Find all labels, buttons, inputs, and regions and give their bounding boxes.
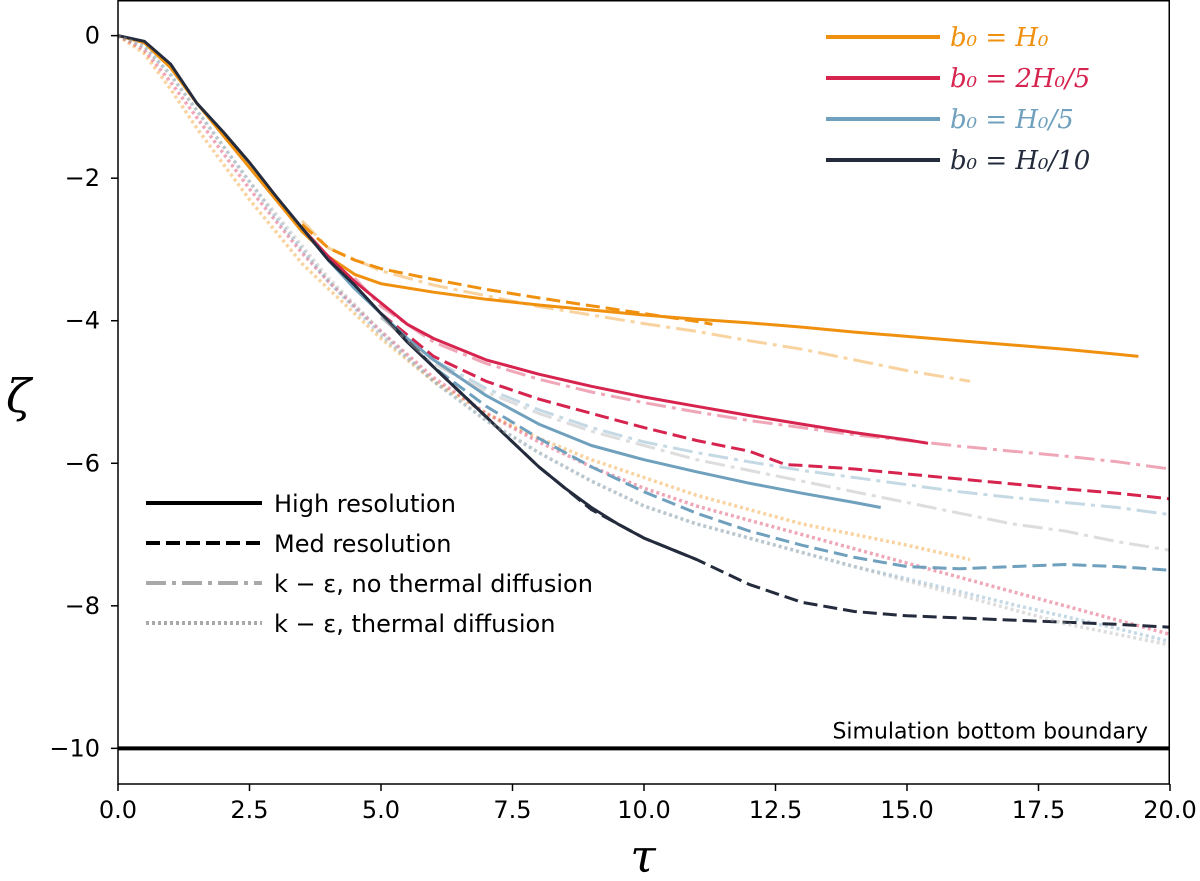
series-h0-med (301, 223, 713, 326)
series-h0-10-k-eps-diff (118, 33, 1170, 647)
series-layer (118, 33, 1170, 647)
series-h0-10-med (379, 312, 1170, 629)
legend-style-label-dashdot: k − ε, no thermal diffusion (274, 570, 593, 598)
series-h0-5-med (379, 312, 1170, 572)
series-2h0-5-k-eps-diff (118, 34, 1170, 636)
series-2h0-5-k-eps-no-diff (353, 276, 1170, 471)
y-tick-label: 0 (85, 22, 100, 50)
x-axis: 0.0 2.5 5.0 7.5 10.0 12.5 15.0 17.5 20.0 (99, 784, 1197, 824)
legend-label-h0-5: b₀ = H₀/5 (950, 105, 1074, 135)
x-tick-label: 5.0 (362, 796, 400, 824)
series-h0-5-k-eps-diff (118, 33, 1170, 644)
series-h0-5-k-eps-no-diff (380, 316, 1170, 517)
y-tick-label: −6 (65, 449, 100, 477)
y-tick-label: −8 (65, 592, 100, 620)
x-tick-label: 0.0 (99, 796, 137, 824)
x-tick-label: 17.5 (1012, 796, 1065, 824)
y-tick-label: −10 (49, 734, 100, 762)
legend-style-label-solid: High resolution (274, 490, 456, 518)
legend-style-label-dotted: k − ε, thermal diffusion (274, 610, 555, 638)
legend-label-h0-10: b₀ = H₀/10 (950, 146, 1090, 176)
series-h0-high (118, 34, 1139, 358)
style-legend: High resolution Med resolution k − ε, no t… (146, 490, 593, 638)
series-h0-10-k-eps-no-diff (380, 316, 1170, 552)
legend-label-h0: b₀ = H₀ (950, 23, 1049, 53)
x-axis-label: τ (630, 829, 657, 881)
series-2h0-5-med (380, 312, 1170, 501)
x-tick-label: 20.0 (1143, 796, 1196, 824)
series-h0-10-high (118, 34, 698, 561)
series-2h0-5-high (300, 227, 929, 445)
y-tick-label: −4 (65, 307, 100, 335)
y-tick-label: −2 (65, 164, 100, 192)
x-tick-label: 15.0 (880, 796, 933, 824)
legend-style-label-dashed: Med resolution (274, 530, 451, 558)
series-h0-k-eps-no-diff (301, 219, 971, 383)
bottom-boundary-label: Simulation bottom boundary (832, 719, 1148, 744)
y-axis-label: ζ (6, 369, 34, 423)
legend-label-2h0-5: b₀ = 2H₀/5 (950, 64, 1090, 94)
color-legend: b₀ = H₀ b₀ = 2H₀/5 b₀ = H₀/5 b₀ = H₀/10 (826, 23, 1090, 176)
x-tick-label: 12.5 (749, 796, 802, 824)
y-axis: 0 −2 −4 −6 −8 −10 (49, 22, 118, 762)
series-h0-k-eps-diff (118, 34, 971, 562)
x-tick-label: 10.0 (617, 796, 670, 824)
x-tick-label: 7.5 (493, 796, 531, 824)
x-tick-label: 2.5 (230, 796, 268, 824)
